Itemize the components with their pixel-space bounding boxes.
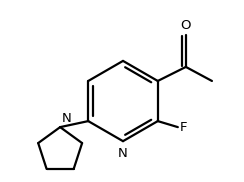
Text: N: N (62, 112, 71, 125)
Text: N: N (118, 147, 128, 160)
Text: F: F (180, 121, 187, 134)
Text: O: O (181, 19, 191, 32)
